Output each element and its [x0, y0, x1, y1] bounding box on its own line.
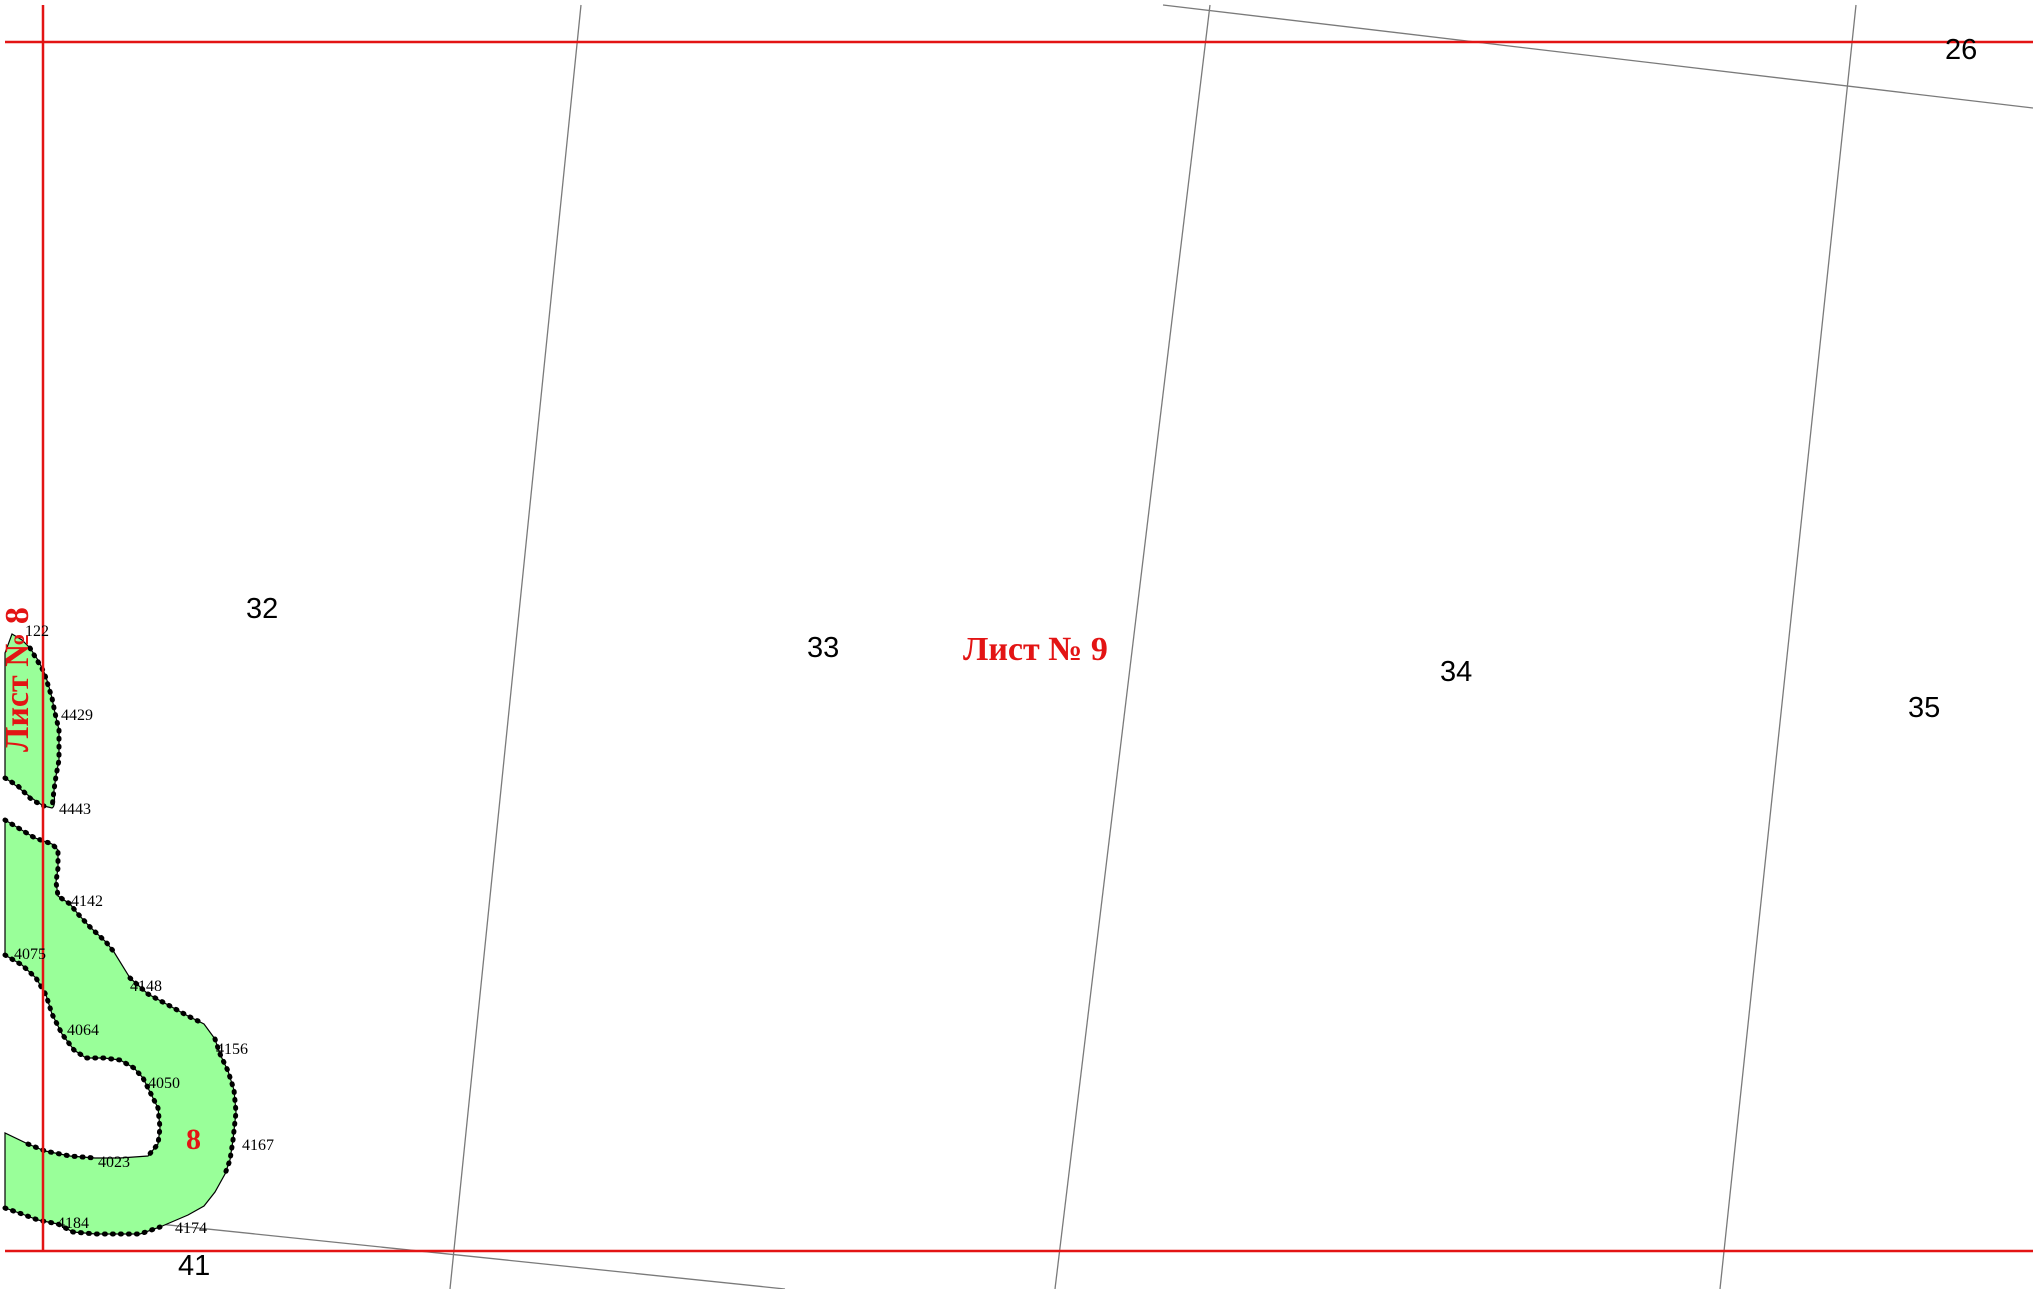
- point-label: 4148: [130, 978, 162, 995]
- sheet-label-current: Лист № 9: [963, 631, 1108, 668]
- quarter-label-41: 41: [178, 1250, 210, 1282]
- boundary-segment: [2, 775, 47, 809]
- point-label: 4142: [71, 893, 103, 910]
- boundary-segment: [2, 1205, 163, 1237]
- quarter-labels: 26 32 33 34 35 41: [178, 34, 1977, 1282]
- point-label: 122: [25, 623, 49, 640]
- point-labels: 122 4429 4443 4142 4075 4148 4064 4156 4…: [14, 623, 274, 1237]
- boundary-points: [2, 645, 239, 1237]
- contour-8-main-body[interactable]: [4, 818, 237, 1235]
- sheet-label-adjacent: Лист № 8: [0, 607, 36, 752]
- quarter-label-33: 33: [807, 632, 839, 664]
- point-label: 4429: [61, 707, 93, 724]
- point-label: 4174: [175, 1220, 207, 1237]
- boundary-segment: [2, 952, 163, 1159]
- quarter-boundary-line: [1719, 4, 1857, 1289]
- boundary-segment: [127, 975, 207, 1027]
- contour-8[interactable]: [4, 633, 237, 1235]
- boundary-segment: [2, 817, 117, 955]
- boundary-segment: [25, 1141, 98, 1161]
- quarter-label-34: 34: [1440, 656, 1472, 688]
- point-label: 4167: [242, 1137, 274, 1154]
- boundary-segment: [27, 645, 62, 811]
- point-label: 4064: [67, 1022, 99, 1039]
- point-label: 4023: [98, 1154, 130, 1171]
- quarter-label-35: 35: [1908, 692, 1940, 724]
- quarter-boundary-line: [1162, 4, 2033, 109]
- point-label: 4075: [14, 946, 46, 963]
- quarter-label-26: 26: [1945, 34, 1977, 66]
- sheet-frame: [5, 5, 2033, 1253]
- point-label: 4050: [148, 1075, 180, 1092]
- quarter-label-32: 32: [246, 593, 278, 625]
- contour-number-label: 8: [186, 1123, 201, 1156]
- point-label: 4156: [216, 1041, 248, 1058]
- point-label: 4184: [57, 1215, 89, 1232]
- boundary-segment: [212, 1036, 239, 1177]
- quarter-boundary-line: [1054, 4, 1211, 1289]
- point-label: 4443: [59, 801, 91, 818]
- quarter-boundary-line: [449, 4, 582, 1289]
